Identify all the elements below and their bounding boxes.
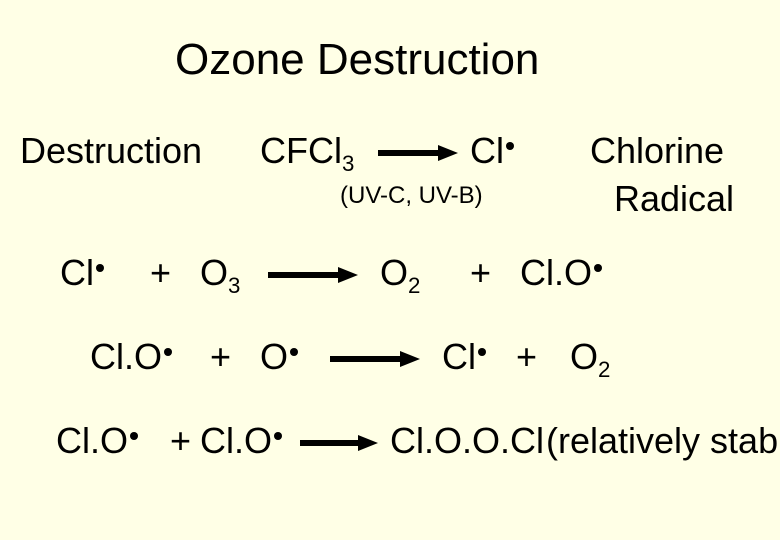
radical-dot-icon — [594, 264, 602, 272]
eq2-clo-radical: Cl.O — [520, 252, 602, 294]
radical-dot-icon — [506, 142, 514, 150]
cfcl3: CFCl3 — [260, 130, 354, 177]
eq3-o2: O2 — [570, 336, 610, 383]
arrow-2 — [268, 265, 358, 285]
eq4-clo2: Cl.O — [200, 420, 282, 462]
eq2-o3-base: O — [200, 252, 228, 293]
eq3-clo-radical: Cl.O — [90, 336, 172, 378]
eq4-clo1-base: Cl.O — [56, 420, 128, 461]
arrow-4 — [300, 433, 378, 453]
eq2-plus2: + — [470, 252, 491, 294]
radical-label: Radical — [614, 178, 734, 220]
eq2-o2: O2 — [380, 252, 420, 299]
eq4-note: (relatively stable) — [546, 420, 780, 462]
eq2-o3: O3 — [200, 252, 240, 299]
eq3-o2-base: O — [570, 336, 598, 377]
radical-dot-icon — [164, 348, 172, 356]
eq3-o-radical: O — [260, 336, 298, 378]
radical-dot-icon — [290, 348, 298, 356]
arrow-1 — [378, 143, 458, 163]
chlorine-label: Chlorine — [590, 130, 724, 172]
eq2-clo-base: Cl.O — [520, 252, 592, 293]
eq2-cl-radical: Cl — [60, 252, 104, 294]
eq3-plus1: + — [210, 336, 231, 378]
eq2-plus1: + — [150, 252, 171, 294]
eq2-cl-base: Cl — [60, 252, 94, 293]
eq3-cl-base: Cl — [442, 336, 476, 377]
eq2-o2-sub: 2 — [408, 273, 420, 298]
destruction-label: Destruction — [20, 130, 202, 172]
eq4-clo2-base: Cl.O — [200, 420, 272, 461]
eq3-o2-sub: 2 — [598, 357, 610, 382]
uv-note: (UV-C, UV-B) — [340, 182, 483, 210]
radical-dot-icon — [96, 264, 104, 272]
eq4-plus: + — [170, 420, 191, 462]
cfcl3-base: CFCl — [260, 130, 342, 171]
eq3-o-base: O — [260, 336, 288, 377]
cl-radical-1: Cl — [470, 130, 514, 172]
eq3-clo-base: Cl.O — [90, 336, 162, 377]
radical-dot-icon — [274, 432, 282, 440]
arrow-3 — [330, 349, 420, 369]
eq3-cl-radical: Cl — [442, 336, 486, 378]
radical-dot-icon — [130, 432, 138, 440]
eq3-plus2: + — [516, 336, 537, 378]
eq4-cloocl: Cl.O.O.Cl — [390, 420, 544, 462]
eq2-o2-base: O — [380, 252, 408, 293]
cl-base: Cl — [470, 130, 504, 171]
slide: Ozone Destruction Destruction CFCl3 Cl C… — [0, 0, 780, 540]
cfcl3-sub: 3 — [342, 151, 354, 176]
radical-dot-icon — [478, 348, 486, 356]
title: Ozone Destruction — [175, 35, 539, 85]
eq2-o3-sub: 3 — [228, 273, 240, 298]
eq4-clo1: Cl.O — [56, 420, 138, 462]
